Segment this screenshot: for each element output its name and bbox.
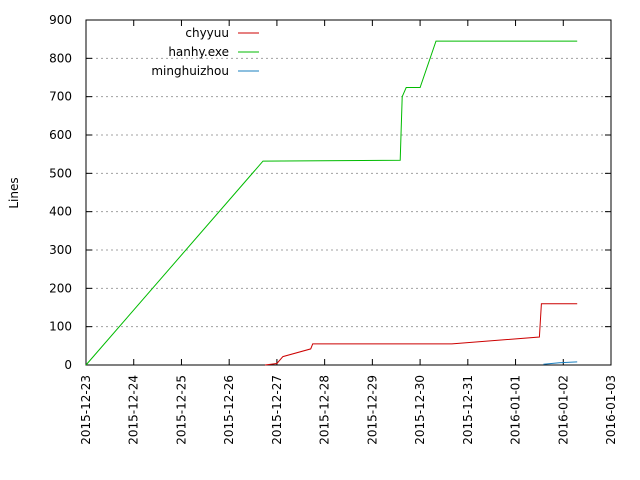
y-tick-label: 0 — [64, 358, 72, 372]
series-line-chyyuu — [264, 303, 578, 366]
grid-lines — [86, 57, 611, 328]
y-tick-label: 800 — [49, 51, 72, 65]
y-axis-ticks: 0 100 200 300 400 500 600 700 800 900 — [49, 13, 611, 372]
series-line-minghuizhou — [543, 361, 578, 365]
x-tick-label: 2015-12-27 — [270, 375, 284, 445]
x-tick-label: 2016-01-02 — [556, 375, 570, 445]
x-tick-label: 2016-01-03 — [604, 375, 618, 445]
x-tick-label: 2016-01-01 — [509, 375, 523, 445]
y-tick-label: 300 — [49, 243, 72, 257]
x-tick-label: 2015-12-29 — [365, 375, 379, 445]
y-tick-label: 700 — [49, 90, 72, 104]
x-tick-label: 2015-12-31 — [461, 375, 475, 445]
legend: chyyuu hanhy.exe minghuizhou — [151, 26, 259, 78]
series-lines — [85, 40, 578, 366]
plot-border — [85, 19, 612, 366]
y-tick-label: 600 — [49, 128, 72, 142]
y-tick-label: 400 — [49, 205, 72, 219]
x-tick-label: 2015-12-30 — [413, 375, 427, 445]
x-tick-label: 2015-12-25 — [174, 375, 188, 445]
x-axis-ticks: 2015-12-23 2015-12-24 2015-12-25 2015-12-26… — [79, 20, 618, 445]
y-tick-label: 100 — [49, 320, 72, 334]
y-tick-label: 900 — [49, 13, 72, 27]
legend-label: hanhy.exe — [168, 45, 229, 59]
y-tick-label: 500 — [49, 166, 72, 180]
x-tick-label: 2015-12-24 — [127, 375, 141, 445]
series-line-hanhy-exe — [85, 40, 578, 366]
y-tick-label: 200 — [49, 281, 72, 295]
plot-frame — [85, 19, 612, 366]
x-tick-label: 2015-12-23 — [79, 375, 93, 445]
legend-label: minghuizhou — [151, 64, 229, 78]
x-tick-label: 2015-12-26 — [222, 375, 236, 445]
legend-label: chyyuu — [185, 26, 229, 40]
x-tick-label: 2015-12-28 — [318, 375, 332, 445]
y-axis-label: Lines — [7, 177, 21, 208]
